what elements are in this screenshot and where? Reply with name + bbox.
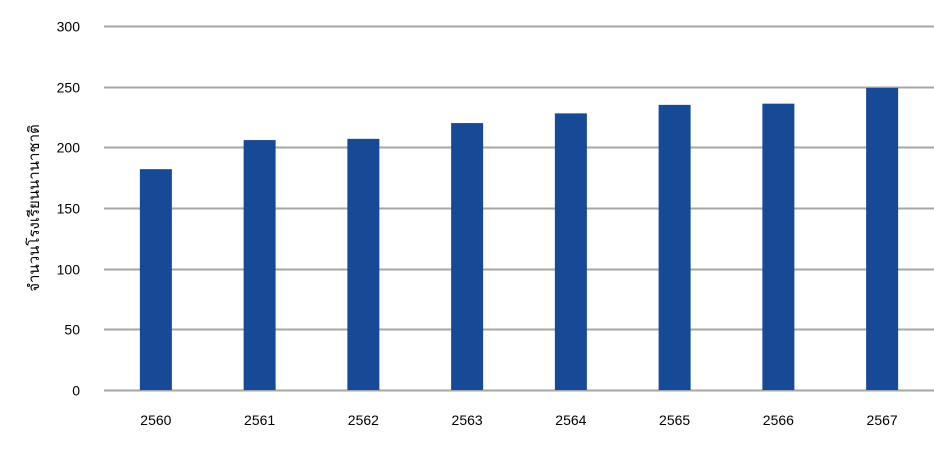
bars — [139, 87, 899, 391]
bar-2562 — [347, 138, 380, 390]
x-tick-labels: 2560 2561 2562 2563 2564 2565 2566 2567 — [140, 412, 898, 428]
x-tick-label: 2560 — [140, 412, 171, 428]
bar-2561 — [243, 140, 276, 390]
x-tick-label: 2566 — [763, 412, 794, 428]
y-axis-label: จำนวนโรงเรียนนานาชาติ — [25, 124, 43, 292]
y-tick-label: 100 — [57, 262, 81, 278]
y-tick-labels: 0 50 100 150 200 250 300 — [57, 19, 81, 399]
x-tick-label: 2565 — [659, 412, 690, 428]
y-tick-label: 200 — [57, 140, 81, 156]
y-tick-label: 50 — [64, 322, 80, 338]
x-tick-label: 2567 — [867, 412, 898, 428]
x-tick-label: 2562 — [348, 412, 379, 428]
bar-2565 — [658, 104, 691, 390]
bar-2567 — [866, 87, 899, 390]
gridlines — [104, 25, 934, 392]
y-tick-label: 0 — [72, 383, 80, 399]
x-tick-label: 2563 — [452, 412, 483, 428]
y-tick-label: 250 — [57, 80, 81, 96]
bar-2563 — [451, 123, 484, 391]
y-tick-label: 150 — [57, 201, 81, 217]
y-tick-label: 300 — [57, 19, 81, 35]
x-tick-label: 2561 — [244, 412, 275, 428]
bar-2564 — [554, 113, 587, 391]
x-tick-label: 2564 — [555, 412, 586, 428]
bar-2560 — [139, 169, 172, 390]
bar-2566 — [762, 103, 795, 391]
